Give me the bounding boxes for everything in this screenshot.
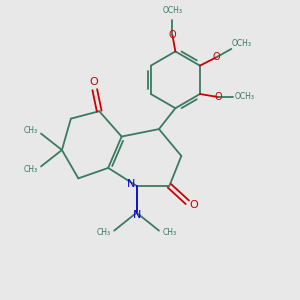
Text: OCH₃: OCH₃	[232, 39, 252, 48]
Text: O: O	[169, 30, 176, 40]
Text: O: O	[89, 77, 98, 87]
Text: N: N	[127, 179, 135, 189]
Text: OCH₃: OCH₃	[234, 92, 254, 101]
Text: CH₃: CH₃	[162, 228, 176, 237]
Text: N: N	[132, 210, 141, 220]
Text: CH₃: CH₃	[97, 228, 111, 237]
Text: O: O	[213, 52, 220, 62]
Text: O: O	[214, 92, 222, 102]
Text: CH₃: CH₃	[23, 165, 38, 174]
Text: O: O	[190, 200, 198, 210]
Text: OCH₃: OCH₃	[162, 6, 182, 15]
Text: CH₃: CH₃	[23, 126, 38, 135]
